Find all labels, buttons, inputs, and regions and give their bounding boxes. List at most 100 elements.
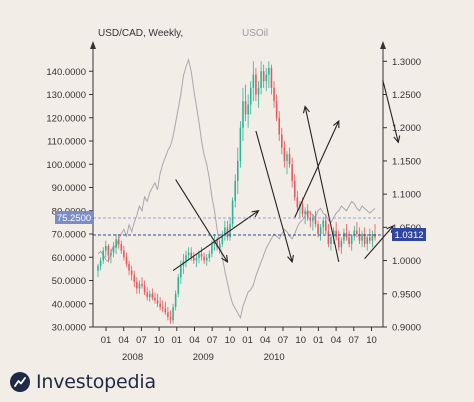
candle-body xyxy=(112,247,115,253)
candle xyxy=(208,250,211,262)
candle-body xyxy=(369,237,371,241)
candle-body xyxy=(247,104,249,115)
candle-body xyxy=(133,275,136,282)
candle xyxy=(234,174,237,208)
candle xyxy=(366,234,369,251)
x-tick-label: 01 xyxy=(313,335,324,346)
candle-body xyxy=(350,235,353,244)
arrow-head xyxy=(386,225,394,233)
x-tick-label: 07 xyxy=(207,335,218,346)
series-label-usoil: USOil xyxy=(242,28,268,39)
usdcad-value-badge xyxy=(392,228,426,241)
candle xyxy=(125,252,128,268)
candle xyxy=(177,273,180,298)
candle xyxy=(291,157,293,188)
candle-body xyxy=(343,232,345,241)
candle xyxy=(138,280,141,294)
year-label: 2010 xyxy=(264,352,285,363)
candle xyxy=(257,81,260,108)
candle xyxy=(161,300,164,313)
candle-body xyxy=(169,317,172,321)
candle-body xyxy=(270,67,273,88)
left-tick-label: 90.0000 xyxy=(52,183,86,194)
candle xyxy=(374,224,376,241)
x-tick-label: 04 xyxy=(260,335,271,346)
oil-series xyxy=(97,57,376,320)
candle-body xyxy=(123,250,125,258)
candle xyxy=(325,214,327,234)
candle xyxy=(117,234,120,249)
candle-body xyxy=(187,252,190,256)
series-label-usdcad: USD/CAD, Weekly, xyxy=(98,28,183,39)
candle-body xyxy=(195,257,198,261)
candle-body xyxy=(218,243,221,248)
arrow-head xyxy=(302,105,310,114)
candle xyxy=(115,234,117,254)
candle xyxy=(343,228,345,244)
oil-line xyxy=(97,57,376,320)
candle-body xyxy=(281,134,283,148)
candle-body xyxy=(260,71,262,88)
candle xyxy=(224,220,226,241)
x-tick-label: 04 xyxy=(331,335,342,346)
left-tick-label: 40.0000 xyxy=(52,299,86,310)
candle xyxy=(148,290,151,302)
candle xyxy=(156,293,159,308)
candle-body xyxy=(366,237,369,244)
brand-name: Investopedia xyxy=(36,371,156,393)
candle-body xyxy=(278,117,281,135)
candle xyxy=(239,121,242,168)
x-tick-label: 07 xyxy=(136,335,147,346)
right-axis-arrow xyxy=(380,41,386,49)
candle-body xyxy=(125,257,128,264)
arrow-shaft xyxy=(364,225,394,259)
candle-body xyxy=(309,217,312,221)
candle xyxy=(221,230,224,248)
candle-body xyxy=(312,217,314,221)
arrow-shaft xyxy=(175,179,228,263)
x-tick-label: 10 xyxy=(295,335,306,346)
annotation-arrow xyxy=(364,225,394,259)
candle xyxy=(363,227,366,248)
candle-body xyxy=(231,200,234,225)
candle xyxy=(356,222,358,238)
right-tick-label: 1.2000 xyxy=(392,123,421,134)
candle xyxy=(167,307,169,321)
candle-body xyxy=(340,240,343,248)
year-labels: 2008 2009 2010 xyxy=(122,352,285,363)
candle xyxy=(353,226,356,241)
candle-body xyxy=(177,277,180,294)
oil-value-label: 75.2500 xyxy=(57,213,91,224)
candle-body xyxy=(345,232,348,238)
x-axis-ticks: 01 04 07 10 01 04 07 10 01 04 07 10 01 04 07 10 xyxy=(101,327,377,346)
annotation-arrows xyxy=(172,79,401,271)
candle xyxy=(293,174,296,201)
arrow-head xyxy=(393,135,401,144)
candle-body xyxy=(148,293,151,298)
year-label: 2009 xyxy=(193,352,214,363)
x-tick-label: 04 xyxy=(118,335,129,346)
annotation-arrow xyxy=(382,79,401,144)
candle xyxy=(99,257,102,271)
candle xyxy=(169,310,172,324)
candle-body xyxy=(117,239,120,244)
candle xyxy=(348,230,350,248)
candle xyxy=(275,94,278,122)
arrow-head xyxy=(333,119,340,129)
candle-body xyxy=(239,127,242,161)
candle-body xyxy=(216,240,218,248)
candle-body xyxy=(317,224,319,234)
left-tick-label: 60.0000 xyxy=(52,253,86,264)
candle-body xyxy=(180,265,182,278)
candle-body xyxy=(353,230,356,236)
candle-body xyxy=(296,197,299,208)
candle xyxy=(327,224,330,248)
candle-body xyxy=(192,257,195,261)
left-tick-label: 50.0000 xyxy=(52,276,86,287)
candle-body xyxy=(200,253,203,257)
candle-body xyxy=(374,234,376,238)
candle-body xyxy=(262,71,265,82)
annotation-arrow xyxy=(294,119,340,218)
candle-body xyxy=(198,253,200,258)
